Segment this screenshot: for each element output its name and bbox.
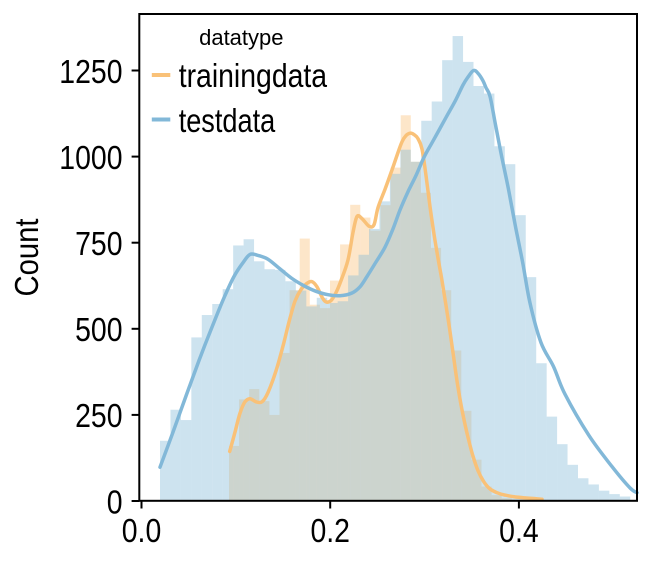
svg-text:0: 0 [107, 483, 123, 520]
svg-text:0.0: 0.0 [122, 512, 162, 549]
svg-text:500: 500 [75, 311, 122, 348]
svg-text:testdata: testdata [179, 102, 276, 139]
svg-text:Count: Count [8, 219, 45, 297]
svg-text:1250: 1250 [59, 53, 122, 90]
svg-text:0.4: 0.4 [499, 512, 539, 549]
svg-text:datatype: datatype [199, 25, 283, 50]
svg-text:0.2: 0.2 [310, 512, 350, 549]
svg-text:trainingdata: trainingdata [179, 57, 328, 94]
svg-text:250: 250 [75, 397, 122, 434]
svg-text:750: 750 [75, 225, 122, 262]
svg-text:1000: 1000 [59, 139, 122, 176]
